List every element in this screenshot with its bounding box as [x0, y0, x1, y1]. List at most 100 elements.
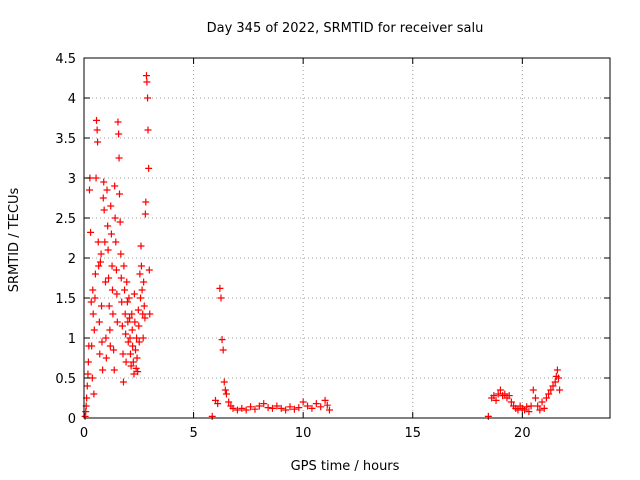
- data-point: [133, 354, 141, 362]
- data-point: [108, 286, 116, 294]
- data-point: [107, 202, 115, 210]
- y-tick-label: 2: [68, 252, 76, 267]
- data-point: [494, 390, 502, 398]
- data-point: [93, 126, 101, 134]
- y-tick-label: 0.5: [55, 372, 76, 387]
- data-point: [92, 174, 100, 182]
- plot-frame: [83, 57, 611, 419]
- x-tick: 15: [404, 58, 421, 441]
- y-tick: 1.5: [55, 292, 610, 307]
- data-point: [114, 118, 122, 126]
- data-point: [126, 314, 134, 322]
- data-point: [219, 346, 227, 354]
- data-point: [496, 386, 504, 394]
- data-point: [135, 322, 143, 330]
- x-tick: 5: [189, 58, 198, 441]
- y-tick-label: 1: [68, 332, 76, 347]
- data-point: [238, 404, 246, 412]
- data-point: [217, 294, 225, 302]
- data-point: [299, 398, 307, 406]
- data-point: [98, 338, 106, 346]
- data-point: [242, 406, 250, 414]
- data-point: [101, 238, 109, 246]
- data-point: [130, 290, 138, 298]
- data-point: [102, 334, 110, 342]
- y-tick-label: 3: [68, 172, 76, 187]
- data-point: [143, 78, 151, 86]
- data-point: [95, 318, 103, 326]
- data-point: [121, 286, 129, 294]
- data-point: [119, 378, 127, 386]
- data-point: [115, 154, 123, 162]
- data-point: [134, 368, 142, 376]
- y-tick-label: 2.5: [55, 212, 76, 227]
- data-point: [104, 222, 112, 230]
- y-tick-label: 3.5: [55, 132, 76, 147]
- data-point: [108, 262, 116, 270]
- y-tick: 3: [68, 172, 610, 187]
- chart-title: Day 345 of 2022, SRMTID for receiver sal…: [207, 21, 484, 36]
- data-point: [527, 402, 535, 410]
- data-point: [142, 198, 150, 206]
- data-point: [90, 326, 98, 334]
- y-tick: 2: [68, 252, 610, 267]
- data-point: [549, 382, 557, 390]
- x-tick-label: 0: [80, 426, 88, 441]
- data-point: [144, 126, 152, 134]
- data-point: [123, 278, 131, 286]
- data-point: [115, 130, 123, 138]
- data-point: [229, 404, 237, 412]
- data-point: [132, 346, 140, 354]
- data-point: [116, 190, 124, 198]
- data-point: [216, 284, 224, 292]
- data-point: [529, 386, 537, 394]
- data-point: [129, 358, 137, 366]
- y-tick: 0.5: [55, 372, 610, 387]
- x-tick-label: 5: [189, 426, 197, 441]
- data-point: [128, 310, 136, 318]
- data-point: [247, 403, 255, 411]
- data-point: [110, 366, 118, 374]
- data-point: [117, 274, 125, 282]
- data-point: [321, 396, 329, 404]
- data-point: [304, 402, 312, 410]
- data-point: [113, 318, 121, 326]
- data-point: [90, 390, 98, 398]
- x-tick-label: 10: [295, 426, 312, 441]
- data-point: [505, 392, 513, 400]
- y-tick: 0: [68, 412, 610, 427]
- data-points: [81, 72, 564, 420]
- data-point: [507, 398, 515, 406]
- data-point: [273, 402, 281, 410]
- data-point: [132, 364, 140, 372]
- data-point: [101, 278, 109, 286]
- data-point: [295, 404, 303, 412]
- data-point: [124, 338, 132, 346]
- data-point: [547, 386, 555, 394]
- data-point: [98, 302, 106, 310]
- data-point: [221, 386, 229, 394]
- data-point: [135, 338, 143, 346]
- data-point: [136, 270, 144, 278]
- data-point: [523, 403, 531, 411]
- data-point: [118, 322, 126, 330]
- data-point: [222, 390, 230, 398]
- data-point: [312, 400, 320, 408]
- data-point: [551, 378, 559, 386]
- y-tick-label: 0: [68, 412, 76, 427]
- data-point: [119, 350, 127, 358]
- data-point: [208, 412, 216, 420]
- data-point: [84, 370, 92, 378]
- data-point: [133, 334, 141, 342]
- data-point: [122, 330, 130, 338]
- data-point: [325, 406, 333, 414]
- data-point: [323, 401, 331, 409]
- y-tick: 1: [68, 332, 610, 347]
- data-point: [140, 302, 148, 310]
- data-point: [84, 358, 92, 366]
- data-point: [85, 186, 93, 194]
- data-point: [91, 294, 99, 302]
- data-point: [110, 346, 118, 354]
- data-point: [102, 354, 110, 362]
- data-point: [106, 326, 114, 334]
